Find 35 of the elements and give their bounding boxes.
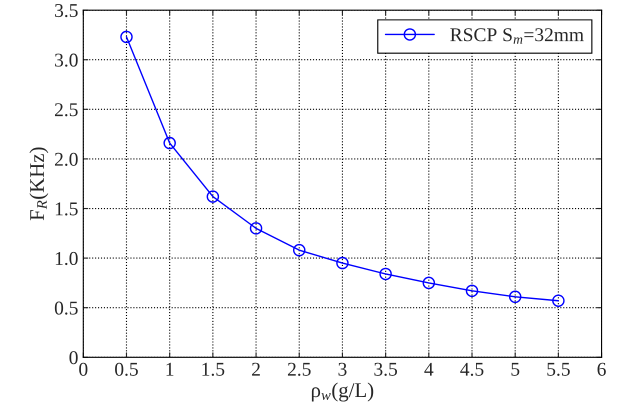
y-tick-label: 3.5	[55, 4, 78, 18]
point	[292, 244, 306, 256]
x-tick-label: 3.5	[374, 362, 398, 376]
x-tick-label: 0.5	[115, 362, 138, 376]
y-axis-title: F$_{R}$(KHz)	[29, 147, 48, 220]
x-tick-label: 5	[511, 362, 520, 376]
point	[379, 268, 392, 280]
point	[508, 290, 522, 304]
y-tick-label: 1.5	[56, 202, 78, 216]
x-tick-label: 1.5	[202, 362, 224, 376]
x-tick-label: 2	[252, 362, 260, 376]
x-tick-label: 1	[166, 362, 174, 376]
y-tick-label: 2.5	[54, 103, 78, 116]
point	[422, 276, 436, 290]
point	[163, 136, 176, 150]
legend-label: RSCP S$_{m}$=32mm	[450, 28, 584, 44]
y-tick-label: 2.0	[54, 152, 78, 166]
x-tick-label: 4	[424, 362, 434, 376]
y-tick-label: 0	[69, 351, 78, 364]
point	[552, 294, 565, 307]
x-tick-label: 0	[79, 362, 88, 376]
point	[466, 284, 478, 298]
x-tick-label: 6	[598, 362, 606, 376]
x-tick-label: 2.5	[288, 362, 311, 376]
point	[250, 222, 262, 235]
y-tick-label: 0.5	[54, 302, 78, 315]
y-tick-label: 3.0	[55, 54, 78, 67]
x-tick-label: 3	[338, 362, 347, 376]
y-tick-label: 1.0	[56, 252, 78, 266]
x-tick-label: 4.5	[460, 362, 484, 376]
point	[206, 190, 220, 203]
x-axis-title: ρ$_{w}$(g/L)	[312, 382, 374, 402]
point	[120, 30, 133, 44]
point	[336, 256, 349, 270]
x-tick-label: 5.5	[547, 362, 570, 376]
